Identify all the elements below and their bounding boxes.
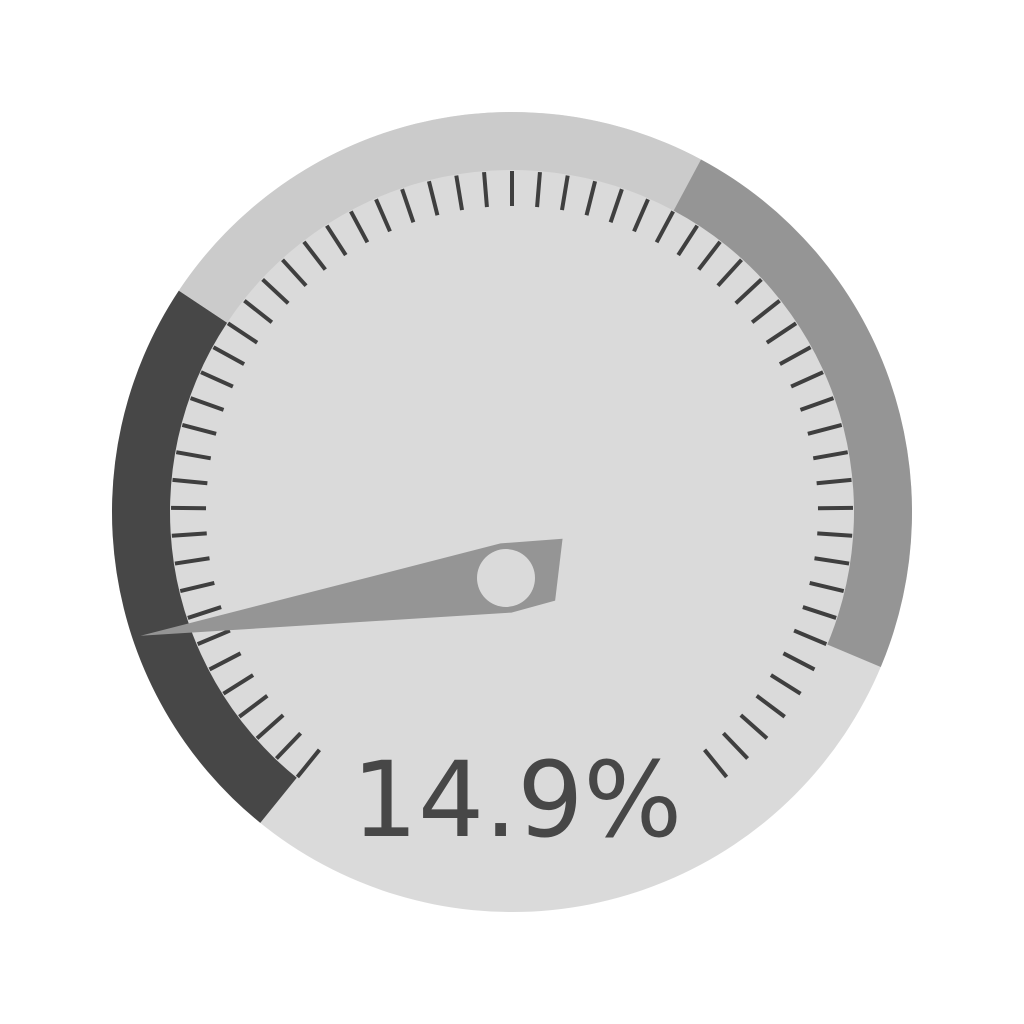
gauge-tick [734, 277, 763, 305]
gauge-tick [755, 694, 786, 719]
gauge-tick [243, 299, 274, 324]
gauge-tick [426, 180, 440, 216]
gauge-tick [809, 580, 845, 593]
gauge-tick [374, 198, 392, 233]
gauge-tick [793, 628, 828, 646]
gauge-bands [111, 111, 912, 823]
gauge-tick [302, 240, 327, 271]
gauge-face [112, 112, 912, 912]
gauge-tick [181, 422, 217, 436]
gauge-band-3 [673, 159, 912, 668]
gauge-tick [212, 345, 246, 366]
gauge-tick [739, 713, 769, 740]
gauge-tick [208, 651, 242, 672]
gauge-tick [187, 605, 222, 620]
needle-hub [477, 549, 535, 607]
gauge-tick [816, 477, 852, 486]
gauge-tick [802, 605, 837, 620]
gauge-tick [750, 299, 781, 324]
gauge-tick [226, 321, 259, 345]
gauge-tick [632, 198, 650, 233]
gauge-tick [560, 175, 570, 211]
gauge-tick [790, 370, 824, 389]
gauge-tick [196, 628, 231, 646]
gauge-tick [281, 258, 308, 288]
gauge-tick [295, 748, 321, 779]
gauge-tick [274, 731, 303, 760]
gauge-tick [400, 188, 416, 223]
gauge-tick [676, 224, 699, 257]
gauge-tick [171, 531, 207, 538]
gauge-tick [222, 673, 255, 696]
gauge-tick [454, 175, 464, 211]
gauge-tick [189, 396, 225, 412]
gauge-tick [769, 673, 802, 696]
gauge-tick [697, 240, 722, 271]
gauge-tick [765, 321, 798, 345]
gauge-tick [782, 651, 816, 672]
gauge-tick [814, 556, 850, 566]
gauge-ticks [171, 171, 853, 779]
gauge-tick [349, 210, 370, 244]
gauge-band-1 [111, 290, 297, 823]
gauge-tick [817, 531, 853, 538]
gauge-tick [261, 277, 290, 305]
gauge-tick [807, 422, 843, 436]
gauge-tick [778, 345, 812, 366]
gauge-tick [175, 450, 212, 461]
gauge-tick [812, 450, 849, 461]
gauge-tick [174, 556, 210, 566]
gauge-tick [325, 224, 348, 257]
gauge-tick [703, 748, 729, 779]
gauge-tick [255, 713, 285, 740]
gauge-tick [799, 396, 835, 412]
gauge-tick [179, 580, 215, 593]
gauge-tick [716, 258, 743, 288]
gauge-needle [140, 538, 563, 636]
gauge-band-2 [178, 111, 702, 323]
gauge-tick [584, 180, 598, 216]
gauge-tick [535, 171, 542, 208]
gauge-tick [721, 731, 750, 760]
gauge-tick [238, 694, 269, 719]
gauge-tick [654, 210, 675, 244]
gauge-tick [482, 171, 489, 208]
gauge-value-readout: 14.9% [352, 739, 682, 861]
gauge-tick [608, 188, 624, 223]
gauge-tick [200, 370, 234, 389]
gauge-tick [172, 477, 208, 486]
